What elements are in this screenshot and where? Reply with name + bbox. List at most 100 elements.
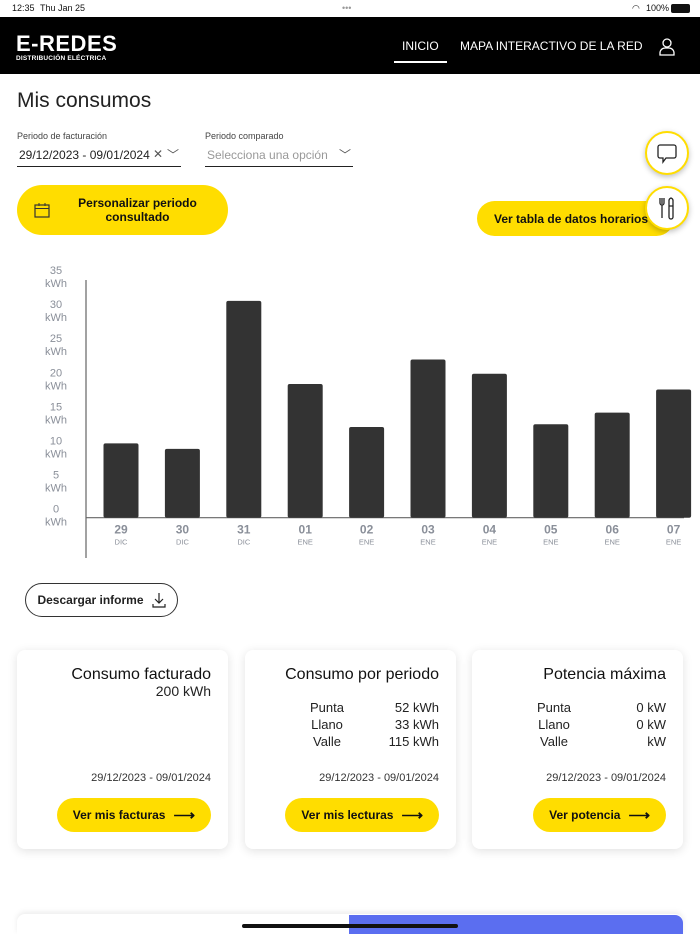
- bar: [349, 426, 385, 518]
- card-date: 29/12/2023 - 09/01/2024: [319, 772, 439, 784]
- card-billed-consumption: Consumo facturado 200 kWh 29/12/2023 - 0…: [17, 650, 228, 849]
- bar: [533, 424, 569, 518]
- bar: [287, 384, 323, 518]
- x-tick-label: 01: [299, 523, 313, 537]
- logo-subtitle: DISTRIBUCIÓN ELÉCTRICA: [16, 55, 107, 62]
- card-max-power: Potencia máxima Punta 0 kW Llano 0 kW Vall…: [472, 650, 683, 849]
- download-report-button[interactable]: Descargar informe: [25, 583, 178, 617]
- x-tick-month: DIC: [237, 538, 251, 547]
- arrow-right-icon: ⟶: [401, 807, 423, 824]
- x-tick-label: 06: [606, 523, 620, 537]
- x-tick-label: 29: [114, 523, 128, 537]
- y-tick-unit: kWh: [45, 483, 67, 495]
- user-icon[interactable]: [657, 37, 677, 57]
- download-icon: [151, 593, 166, 608]
- card-title: Potencia máxima: [543, 666, 666, 683]
- x-tick-month: ENE: [420, 538, 435, 547]
- bar: [103, 443, 139, 518]
- multitask-dots[interactable]: •••: [342, 3, 352, 13]
- y-tick-label: 0: [53, 504, 59, 516]
- period-row: Llano 33 kWh: [311, 717, 439, 732]
- chevron-down-icon: ﹀: [338, 148, 351, 162]
- bar: [164, 448, 200, 518]
- x-tick-label: 30: [176, 523, 190, 537]
- page-title: Mis consumos: [17, 89, 152, 112]
- x-tick-month: DIC: [115, 538, 129, 547]
- x-tick-label: 04: [483, 523, 497, 537]
- period-row: Valle 115 kWh: [313, 734, 439, 749]
- nav-inicio[interactable]: INICIO: [394, 39, 447, 63]
- y-tick-unit: kWh: [45, 449, 67, 461]
- customize-period-button[interactable]: Personalizar periodo consultado: [17, 185, 228, 235]
- card-date: 29/12/2023 - 09/01/2024: [91, 772, 211, 784]
- compare-period-label: Periodo comparado: [205, 131, 284, 141]
- status-bar: 12:35 Thu Jan 25 ••• ◠ 100%: [0, 0, 700, 17]
- y-tick-unit: kWh: [45, 278, 67, 290]
- next-section-banner: [349, 915, 683, 934]
- tools-button[interactable]: [645, 186, 689, 230]
- calendar-icon: [34, 203, 50, 218]
- status-date: Thu Jan 25: [40, 3, 86, 13]
- x-tick-month: DIC: [176, 538, 190, 547]
- bar: [471, 373, 507, 518]
- y-tick-unit: kWh: [45, 380, 67, 392]
- chat-icon: [657, 144, 677, 164]
- y-tick-unit: kWh: [45, 312, 67, 324]
- view-invoices-button[interactable]: Ver mis facturas ⟶: [56, 798, 211, 832]
- y-tick-label: 20: [50, 367, 62, 379]
- x-tick-month: ENE: [666, 538, 681, 547]
- y-tick-unit: kWh: [45, 414, 67, 426]
- bar: [656, 389, 692, 518]
- battery-icon: [671, 4, 690, 13]
- view-readings-button[interactable]: Ver mis lecturas ⟶: [285, 798, 439, 832]
- x-tick-month: ENE: [482, 538, 497, 547]
- bar: [410, 359, 446, 518]
- arrow-right-icon: ⟶: [628, 807, 650, 824]
- billing-period-label: Periodo de facturación: [17, 131, 108, 141]
- x-tick-month: ENE: [297, 538, 312, 547]
- x-tick-label: 07: [667, 523, 681, 537]
- chat-button[interactable]: [645, 131, 689, 175]
- arrow-right-icon: ⟶: [173, 807, 195, 824]
- home-indicator[interactable]: [242, 924, 458, 928]
- y-tick-unit: kWh: [45, 346, 67, 358]
- battery-level: 100%: [646, 3, 670, 13]
- y-tick-unit: kWh: [45, 517, 67, 529]
- chevron-down-icon: ﹀: [166, 148, 179, 162]
- view-power-button[interactable]: Ver potencia ⟶: [533, 798, 666, 832]
- x-tick-month: ENE: [359, 538, 374, 547]
- clear-icon[interactable]: ✕: [152, 147, 163, 161]
- card-title: Consumo facturado: [71, 666, 211, 683]
- wifi-icon: ◠: [632, 3, 640, 13]
- y-tick-label: 5: [53, 470, 59, 482]
- bar: [226, 300, 262, 518]
- hourly-table-button[interactable]: Ver tabla de datos horarios→: [477, 201, 674, 236]
- x-tick-month: ENE: [543, 538, 558, 547]
- y-tick-label: 25: [50, 333, 62, 345]
- power-row: Punta 0 kW: [537, 700, 666, 715]
- y-tick-label: 30: [50, 299, 62, 311]
- bar: [594, 412, 630, 518]
- status-time: 12:35: [12, 3, 35, 13]
- power-row: Valle kW: [540, 734, 666, 749]
- y-tick-label: 10: [50, 436, 62, 448]
- compare-period-select[interactable]: Selecciona una opción ﹀: [205, 145, 353, 167]
- x-tick-label: 31: [237, 523, 251, 537]
- card-date: 29/12/2023 - 09/01/2024: [546, 772, 666, 784]
- period-row: Punta 52 kWh: [310, 700, 439, 715]
- nav-mapa[interactable]: MAPA INTERACTIVO DE LA RED: [460, 39, 643, 53]
- billing-period-select[interactable]: 29/12/2023 - 09/01/2024 ✕ ﹀: [17, 145, 181, 167]
- x-tick-label: 03: [421, 523, 435, 537]
- y-tick-label: 15: [50, 401, 62, 413]
- power-row: Llano 0 kW: [538, 717, 666, 732]
- y-tick-label: 35: [50, 265, 62, 277]
- x-tick-label: 02: [360, 523, 374, 537]
- x-tick-month: ENE: [604, 538, 619, 547]
- card-title: Consumo por periodo: [285, 666, 439, 683]
- tools-icon: [659, 197, 674, 220]
- x-tick-label: 05: [544, 523, 558, 537]
- card-period-consumption: Consumo por periodo Punta 52 kWh Llano 33 …: [245, 650, 456, 849]
- billed-value: 200 kWh: [155, 683, 211, 699]
- logo[interactable]: E-REDES DISTRIBUCIÓN ELÉCTRICA: [16, 31, 118, 62]
- consumption-chart: 0kWh5kWh10kWh15kWh20kWh25kWh30kWh35kWh29…: [45, 265, 692, 558]
